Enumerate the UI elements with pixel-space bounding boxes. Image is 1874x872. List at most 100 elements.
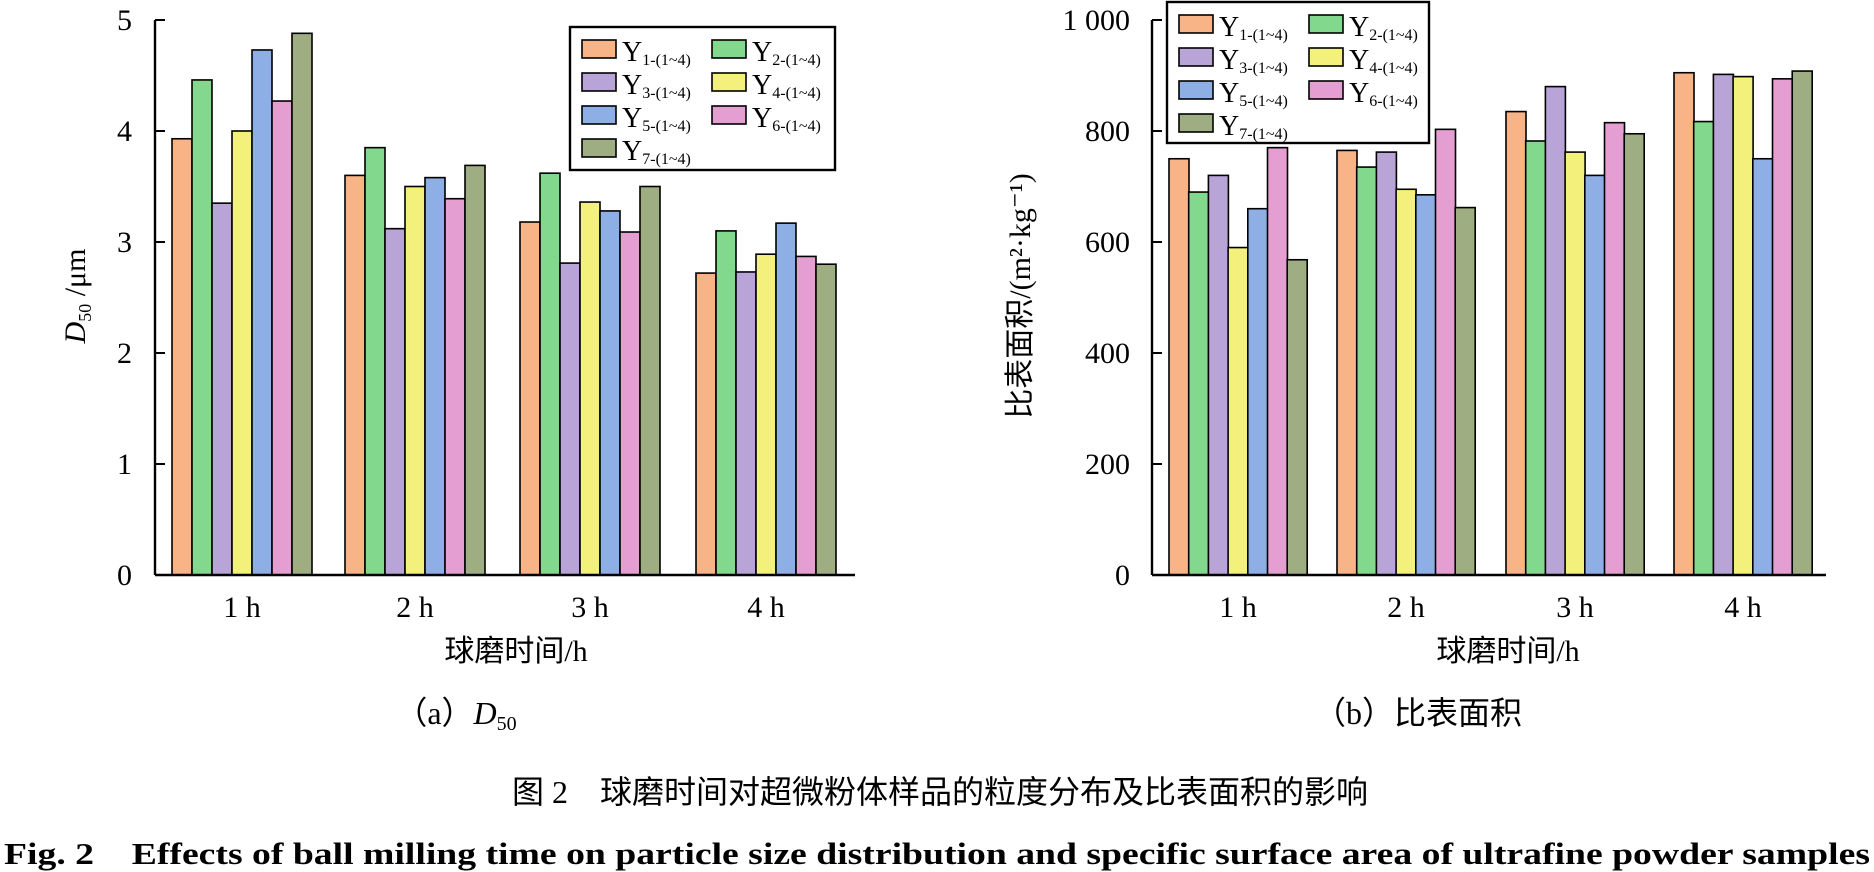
panel-a-legend-swatch-y5 <box>581 105 617 125</box>
panel-a-bar-y4-3h <box>579 201 601 576</box>
panel-a-sub-caption: （a）D50 <box>395 695 516 735</box>
panel-b-bar-y2-1h <box>1187 191 1210 576</box>
panel-a-sub-caption-sub: 50 <box>497 713 517 735</box>
panel-a-legend-swatch-y3 <box>581 72 617 92</box>
panel-b-bar-y1-2h <box>1336 149 1358 576</box>
panel-b-bar-y7-1h <box>1286 258 1308 576</box>
panel-a-bar-y5-4h <box>775 222 797 576</box>
panel-a-bar-y7-2h <box>464 164 486 576</box>
panel-a-x-tick-label: 4 h <box>747 591 785 624</box>
figure-caption-en: Fig. 2 Effects of ball milling time on p… <box>4 836 1870 871</box>
panel-b-bar-y6-3h <box>1603 121 1626 576</box>
panel-b-y-tick-label: 600 <box>1085 226 1130 259</box>
figure-caption-cn: 图 2 球磨时间对超微粉体样品的粒度分布及比表面积的影响 <box>512 774 1368 810</box>
panel-b-x-tick-label: 3 h <box>1556 591 1594 624</box>
panel-b-bar-y5-2h <box>1415 194 1437 576</box>
panel-a-y-tick-label: 0 <box>117 559 132 592</box>
panel-b-y-axis-title: 比表面积/(m²·kg⁻¹) <box>1004 173 1037 418</box>
panel-a-bar-y7-3h <box>639 185 661 576</box>
panel-a-bar-y2-3h <box>539 172 561 576</box>
panel-a-bar-y1-2h <box>344 174 366 576</box>
panel-b-bar-y3-4h <box>1712 73 1735 576</box>
panel-a-y-tick-label: 4 <box>117 115 132 148</box>
panel-a-y-tick-label: 1 <box>117 448 132 481</box>
panel-a-bar-y3-1h <box>211 202 233 576</box>
panel-a-x-axis-title: 球磨时间/h <box>444 635 587 668</box>
panel-a-legend-label-y3: Y3-(1~4) <box>622 70 691 102</box>
panel-b-bar-y6-4h <box>1771 78 1794 576</box>
panel-b-legend-swatch-y3 <box>1178 47 1214 67</box>
panel-a-y-tick-label: 2 <box>117 337 132 370</box>
panel-a-y-tick-label: 5 <box>117 4 132 37</box>
panel-a-legend-swatch-y7 <box>581 138 617 158</box>
panel-a-bar-y1-1h <box>171 137 193 576</box>
panel-b-legend-swatch-y5 <box>1178 80 1214 100</box>
panel-b-specific-surface-chart: 0 200 400 600 800 1 000 1 h 2 h 3 h 4 h Y1-(1~4)Y3… <box>1063 0 1826 624</box>
panel-b-bar-y3-1h <box>1207 174 1230 576</box>
panel-b-legend-swatch-y4 <box>1308 47 1344 67</box>
panel-a-legend-label-y6: Y6-(1~4) <box>752 103 821 135</box>
panel-a-bar-y6-2h <box>444 197 466 576</box>
panel-a-legend-label-y4: Y4-(1~4) <box>752 70 821 102</box>
panel-a-bar-y6-1h <box>271 100 293 576</box>
panel-a-bar-y1-4h <box>695 272 717 576</box>
panel-b-bar-y4-3h <box>1564 151 1586 576</box>
panel-b-legend-swatch-y7 <box>1178 113 1214 133</box>
panel-b-x-axis-title: 球磨时间/h <box>1436 635 1579 668</box>
panel-a-bar-y4-2h <box>404 185 426 576</box>
panel-b-legend-label-y6: Y6-(1~4) <box>1349 78 1418 110</box>
panel-a-legend-swatch-y1 <box>581 39 617 59</box>
panel-b-bar-y5-4h <box>1752 157 1774 576</box>
panel-b-x-tick-label: 2 h <box>1387 591 1425 624</box>
panel-a-legend-swatch-y6 <box>711 105 747 125</box>
panel-b-bar-y4-4h <box>1732 75 1754 576</box>
panel-a-y-tick-label: 3 <box>117 226 132 259</box>
panel-a-bar-y3-4h <box>735 271 757 576</box>
panel-a-bar-y6-4h <box>795 255 817 576</box>
panel-b-bar-y1-3h <box>1505 110 1527 576</box>
panel-a-bar-y3-2h <box>384 227 406 576</box>
panel-a-y-axis-title: D50 /μm <box>59 249 95 345</box>
panel-a-bar-y2-4h <box>715 230 737 576</box>
panel-a-legend-label-y7: Y7-(1~4) <box>622 136 691 168</box>
panel-a-bar-y5-1h <box>251 49 273 576</box>
panel-a-bar-y1-3h <box>519 221 541 576</box>
panel-b-legend-swatch-y1 <box>1178 14 1214 34</box>
panel-a-bar-y6-3h <box>619 231 641 576</box>
panel-a-d50-chart: 0 1 2 3 4 5 1 h 2 h 3 h 4 h Y1-(1~4)Y3-(1~4)Y5-(1~… <box>117 4 855 624</box>
panel-a-legend-label-y5: Y5-(1~4) <box>622 103 691 135</box>
panel-b-bar-y2-3h <box>1524 140 1547 576</box>
panel-b-bar-y2-4h <box>1692 120 1715 576</box>
panel-b-bar-y1-1h <box>1168 157 1190 576</box>
panel-b-legend-swatch-y6 <box>1308 80 1344 100</box>
panel-a-y-axis-unit: /μm <box>59 249 92 304</box>
panel-b-bar-y7-2h <box>1454 206 1476 576</box>
panel-b-bar-y4-2h <box>1395 188 1417 576</box>
panel-a-sub-caption-var: D <box>473 695 497 731</box>
panel-b-y-tick-label: 1 000 <box>1063 4 1131 37</box>
panel-b-bar-y6-2h <box>1434 128 1457 576</box>
panel-a-bar-y5-3h <box>599 210 621 576</box>
panel-a-bar-y2-1h <box>191 79 213 576</box>
panel-b-x-tick-label: 4 h <box>1724 591 1762 624</box>
panel-a-y-axis-var: D <box>59 321 92 344</box>
panel-b-y-tick-label: 800 <box>1085 115 1130 148</box>
panel-b-bar-y6-1h <box>1266 146 1289 576</box>
panel-b-y-tick-label: 200 <box>1085 448 1130 481</box>
panel-b-legend-swatch-y2 <box>1308 14 1344 34</box>
panel-b-y-tick-label: 400 <box>1085 337 1130 370</box>
panel-b-y-tick-label: 0 <box>1115 559 1130 592</box>
panel-b-legend-label-y1: Y1-(1~4) <box>1219 12 1288 44</box>
panel-a-y-axis-sub: 50 <box>75 304 95 322</box>
panel-b-legend-label-y3: Y3-(1~4) <box>1219 45 1288 77</box>
panel-b-x-tick-label: 1 h <box>1219 591 1257 624</box>
panel-b-bar-y3-2h <box>1375 151 1398 576</box>
panel-b-bar-y5-3h <box>1584 174 1606 576</box>
panel-a-legend-swatch-y2 <box>711 39 747 59</box>
panel-b-legend-label-y2: Y2-(1~4) <box>1349 12 1418 44</box>
panel-a-bar-y7-4h <box>815 263 837 576</box>
panel-b-bar-y7-4h <box>1791 70 1813 576</box>
panel-b-bar-y1-4h <box>1673 71 1695 576</box>
panel-a-x-tick-label: 1 h <box>223 591 261 624</box>
